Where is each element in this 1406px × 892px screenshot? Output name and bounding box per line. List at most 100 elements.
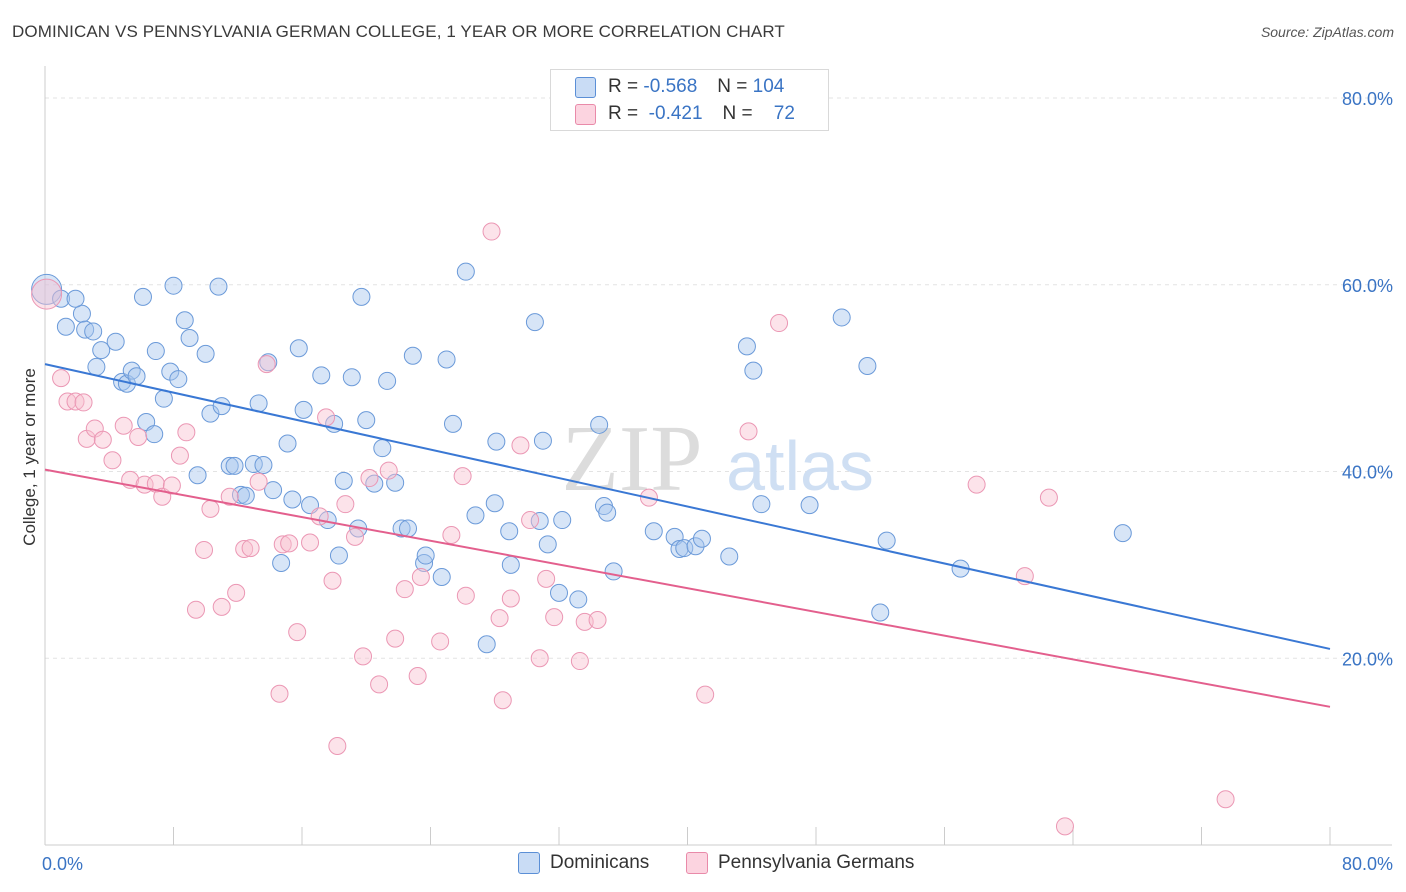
dominican-point: [1113, 524, 1132, 543]
pennsylvania-german-point: [739, 422, 758, 441]
dominican-point: [334, 471, 353, 490]
dominican-point: [399, 519, 418, 538]
dominican-point: [477, 635, 496, 654]
dominican-point: [675, 539, 694, 558]
dominican-point: [175, 311, 194, 330]
bottom-legend-pennsylvania-germans: Pennsylvania Germans: [686, 852, 914, 874]
dominican-point: [550, 583, 568, 602]
dominican-point: [416, 546, 435, 565]
dominican-point: [312, 366, 331, 385]
pennsylvania-german-point: [570, 652, 589, 671]
dominican-point: [530, 511, 549, 530]
dominican-point: [264, 481, 283, 500]
dominican-point: [744, 361, 763, 380]
dominican-point: [858, 356, 877, 375]
dominican-point: [212, 397, 231, 416]
y-tick-label: 20.0%: [1342, 649, 1393, 669]
pennsylvania-german-point: [288, 623, 307, 642]
dominican-point: [244, 455, 263, 474]
pennsylvania-german-point: [530, 649, 549, 668]
dominican-point: [357, 411, 376, 430]
pennsylvania-german-point: [301, 533, 320, 552]
legend-r-value: -0.568: [643, 76, 698, 97]
dominican-point: [31, 273, 63, 305]
legend-n-value: 104: [752, 76, 785, 97]
dominican-point: [737, 337, 756, 356]
dominican-point: [378, 371, 397, 390]
dominican-point: [443, 414, 462, 433]
dominican-point: [871, 603, 890, 622]
dominican-point: [87, 357, 106, 376]
stats-legend: R = -0.568 N = 104 R = -0.421 N = 72: [550, 69, 829, 131]
y-axis-label: College, 1 year or more: [20, 368, 39, 546]
dominican-point: [56, 317, 75, 336]
pennsylvania-german-point: [453, 467, 472, 486]
dominican-point: [196, 344, 215, 363]
pennsylvania-german-point: [537, 569, 556, 588]
pennsylvania-german-point: [490, 609, 509, 628]
pennsylvania-german-point: [346, 527, 365, 546]
dominican-point: [236, 486, 255, 505]
pennsylvania-german-point: [170, 446, 189, 465]
dominican-point: [122, 361, 141, 380]
dominican-point: [466, 506, 485, 525]
dominican-point: [501, 555, 520, 574]
dominican-point: [590, 415, 609, 434]
chart-title: DOMINICAN VS PENNSYLVANIA GERMAN COLLEGE…: [12, 22, 785, 41]
pennsylvania-german-point: [370, 675, 389, 694]
pennsylvania-german-point: [482, 222, 501, 241]
dominican-point: [432, 568, 451, 587]
bottom-legend-label-pennsylvania-germans: Pennsylvania Germans: [718, 852, 915, 873]
pennsylvania-german-point: [146, 474, 165, 493]
pennsylvania-german-point: [270, 684, 289, 703]
pennsylvania-german-point: [241, 539, 260, 558]
pennsylvania-german-point: [379, 461, 398, 480]
pennsylvania-german-point: [227, 583, 246, 602]
dominican-point: [342, 368, 361, 387]
dominican-point: [456, 262, 475, 281]
gridlines: [45, 97, 1392, 659]
pennsylvania-german-point: [1216, 790, 1235, 809]
pennsylvania-german-point: [354, 647, 373, 666]
x-tick-label: 0.0%: [42, 854, 83, 874]
legend-n-value: 72: [773, 103, 795, 124]
pennsylvania-german-point: [177, 423, 196, 442]
dominican-point: [553, 511, 572, 530]
dominican-point: [289, 339, 308, 358]
pennsylvania-german-point: [103, 451, 122, 470]
pennsylvania-german-point: [545, 608, 564, 627]
watermark-zip: ZIP: [562, 407, 703, 511]
y-tick-label: 40.0%: [1342, 463, 1393, 483]
dominican-point: [720, 547, 739, 566]
pennsylvania-german-trend-line: [44, 468, 1331, 708]
pennsylvania-german-point: [249, 472, 268, 491]
bottom-legend-dominicans: Dominicans: [518, 852, 649, 874]
dominican-point: [487, 432, 506, 451]
dominican-point: [188, 466, 207, 485]
pennsylvania-german-point: [501, 589, 520, 608]
dominican-point: [373, 439, 392, 458]
bottom-legend-swatch-pennsylvania-germans: [686, 852, 708, 874]
dominican-point: [800, 496, 819, 515]
dominican-point: [598, 503, 617, 522]
dominican-point: [72, 304, 91, 323]
dominican-trend-line: [44, 363, 1331, 650]
pennsylvania-german-point: [411, 568, 430, 587]
axes: [44, 66, 1392, 846]
dominican-point: [569, 590, 588, 609]
y-tick-label: 80.0%: [1342, 89, 1393, 109]
legend-n-label: N =: [722, 103, 753, 124]
dominican-point: [133, 287, 152, 306]
dominican-point: [66, 289, 85, 308]
legend-swatch-pennsylvania-germans: [575, 103, 596, 125]
legend-row-dominicans: R = -0.568 N = 104: [575, 74, 784, 100]
dominican-point: [283, 490, 302, 509]
pennsylvania-german-point: [323, 571, 342, 590]
pennsylvania-german-point: [386, 629, 405, 648]
dominican-point: [686, 537, 705, 556]
pennsylvania-german-point: [442, 526, 461, 544]
dominican-point: [145, 425, 164, 444]
dominican-point: [485, 494, 504, 513]
dominican-point: [692, 529, 711, 548]
